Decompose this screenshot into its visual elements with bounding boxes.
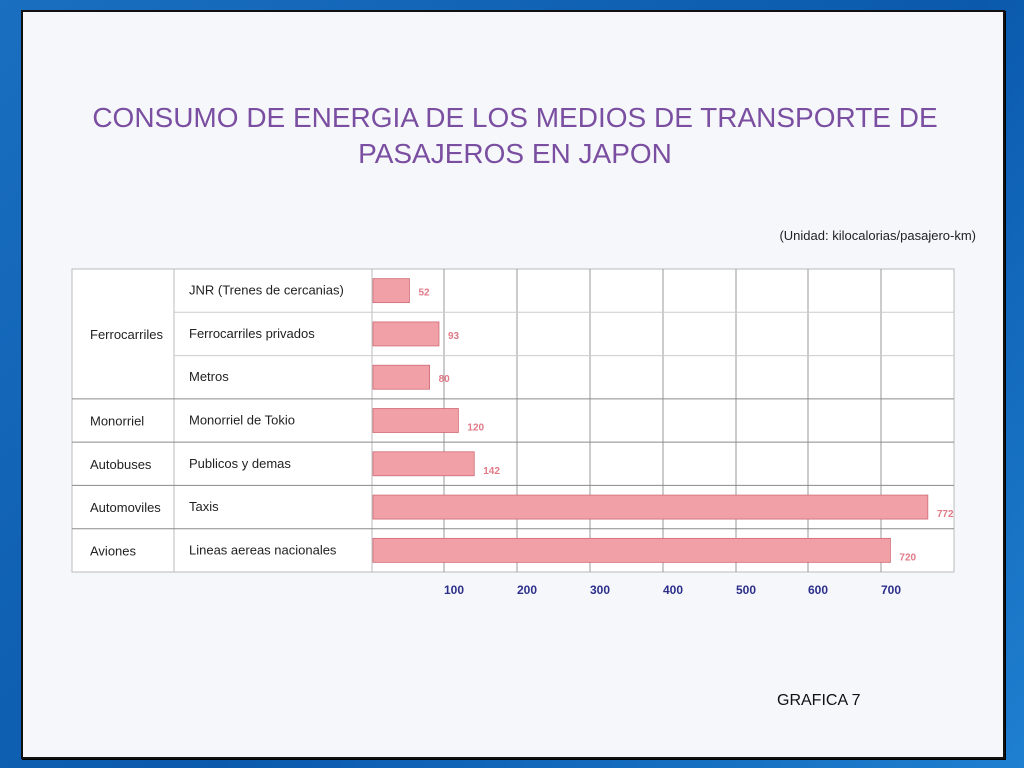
category-label: Publicos y demas bbox=[189, 456, 291, 471]
data-label: 142 bbox=[483, 466, 500, 477]
bar bbox=[372, 278, 410, 304]
category-label: Metros bbox=[189, 369, 229, 384]
x-tick-label: 700 bbox=[881, 583, 901, 597]
group-label: Autobuses bbox=[90, 457, 152, 472]
unit-note: (Unidad: kilocalorias/pasajero-km) bbox=[779, 228, 976, 243]
data-label: 80 bbox=[439, 374, 451, 385]
category-label: Lineas aereas nacionales bbox=[189, 542, 337, 557]
x-tick-label: 500 bbox=[736, 583, 756, 597]
bar bbox=[372, 494, 929, 520]
bar bbox=[372, 451, 475, 477]
data-label: 120 bbox=[467, 423, 484, 434]
x-tick-label: 200 bbox=[517, 583, 537, 597]
bar bbox=[372, 408, 459, 433]
x-tick-label: 400 bbox=[663, 583, 683, 597]
bar bbox=[372, 537, 891, 563]
category-label: JNR (Trenes de cercanias) bbox=[189, 283, 344, 298]
bar bbox=[372, 364, 430, 390]
group-label: Aviones bbox=[90, 543, 137, 558]
figure-label: GRAFICA 7 bbox=[777, 692, 861, 709]
data-label: 93 bbox=[448, 331, 460, 342]
data-label: 52 bbox=[418, 288, 430, 299]
group-label: Ferrocarriles bbox=[90, 327, 163, 342]
x-tick-label: 100 bbox=[444, 583, 464, 597]
category-label: Monorriel de Tokio bbox=[189, 413, 295, 428]
group-label: Automoviles bbox=[90, 500, 161, 515]
x-tick-label: 300 bbox=[590, 583, 610, 597]
category-label: Taxis bbox=[189, 499, 219, 514]
data-label: 720 bbox=[899, 552, 916, 563]
x-tick-label: 600 bbox=[808, 583, 828, 597]
bar bbox=[372, 321, 440, 347]
chart-table bbox=[71, 268, 955, 573]
chart-title: CONSUMO DE ENERGIA DE LOS MEDIOS DE TRAN… bbox=[92, 102, 938, 169]
data-label: 772 bbox=[937, 509, 954, 520]
group-label: Monorriel bbox=[90, 414, 144, 429]
category-label: Ferrocarriles privados bbox=[189, 326, 315, 341]
